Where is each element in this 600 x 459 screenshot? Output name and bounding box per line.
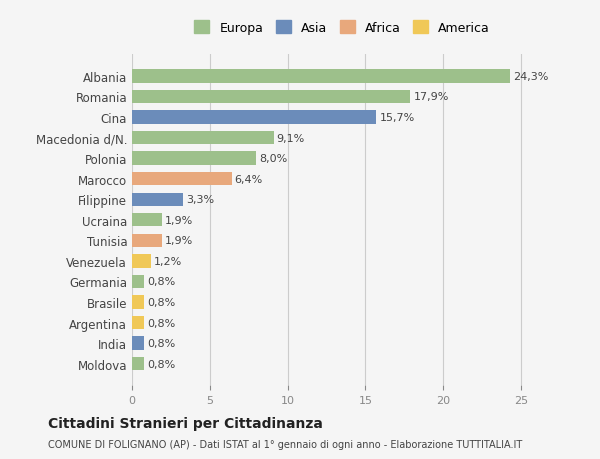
Bar xyxy=(132,152,256,165)
Text: 0,8%: 0,8% xyxy=(148,318,176,328)
Text: 15,7%: 15,7% xyxy=(379,113,415,123)
Bar xyxy=(132,70,510,84)
Text: 6,4%: 6,4% xyxy=(235,174,263,185)
Bar xyxy=(132,111,376,124)
Bar xyxy=(132,357,145,370)
Bar xyxy=(132,234,161,247)
Text: 9,1%: 9,1% xyxy=(277,133,305,143)
Text: 0,8%: 0,8% xyxy=(148,338,176,348)
Legend: Europa, Asia, Africa, America: Europa, Asia, Africa, America xyxy=(192,18,492,37)
Text: Cittadini Stranieri per Cittadinanza: Cittadini Stranieri per Cittadinanza xyxy=(48,416,323,430)
Bar xyxy=(132,193,184,207)
Bar xyxy=(132,132,274,145)
Text: 8,0%: 8,0% xyxy=(260,154,288,164)
Text: COMUNE DI FOLIGNANO (AP) - Dati ISTAT al 1° gennaio di ogni anno - Elaborazione : COMUNE DI FOLIGNANO (AP) - Dati ISTAT al… xyxy=(48,440,522,449)
Bar xyxy=(132,213,161,227)
Text: 1,2%: 1,2% xyxy=(154,256,182,266)
Bar xyxy=(132,173,232,186)
Bar xyxy=(132,275,145,289)
Text: 0,8%: 0,8% xyxy=(148,359,176,369)
Text: 1,9%: 1,9% xyxy=(164,215,193,225)
Bar xyxy=(132,337,145,350)
Text: 24,3%: 24,3% xyxy=(513,72,548,82)
Bar xyxy=(132,255,151,268)
Text: 0,8%: 0,8% xyxy=(148,277,176,287)
Text: 0,8%: 0,8% xyxy=(148,297,176,308)
Bar xyxy=(132,90,410,104)
Text: 17,9%: 17,9% xyxy=(413,92,449,102)
Text: 3,3%: 3,3% xyxy=(187,195,215,205)
Text: 1,9%: 1,9% xyxy=(164,236,193,246)
Bar xyxy=(132,316,145,330)
Bar xyxy=(132,296,145,309)
